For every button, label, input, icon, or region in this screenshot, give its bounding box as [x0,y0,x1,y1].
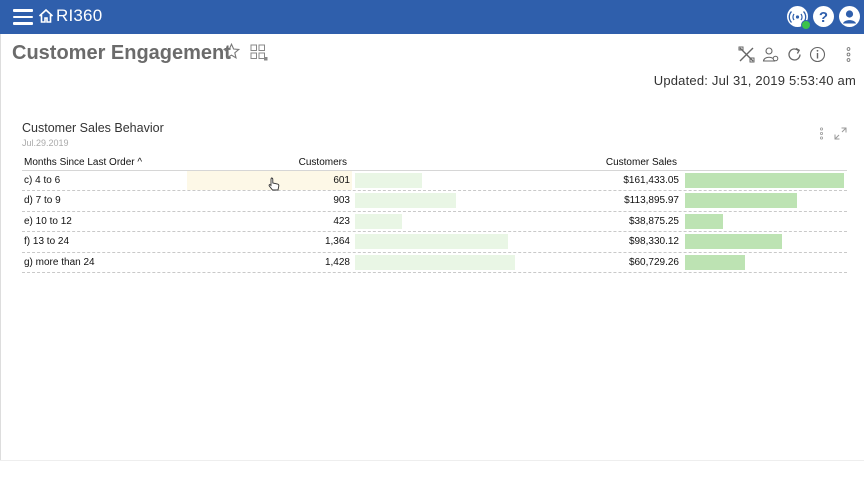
sales-cell: $113,895.97 [624,195,679,207]
connection-status-icon[interactable] [787,6,811,30]
dashboard-grid-icon[interactable] [250,44,268,61]
hovered-cell-highlight [187,171,352,190]
customer-sales-table: Months Since Last Order ^ Customers Cust… [22,155,847,273]
sales-bar [685,213,724,229]
info-icon[interactable] [809,46,826,63]
sales-cell: $60,729.26 [628,256,679,268]
months-cell: g) more than 24 [24,256,95,268]
customers-bar [355,234,508,250]
customers-cell: 903 [333,195,350,207]
customers-cell: 1,428 [324,256,350,268]
sales-cell: $38,875.25 [628,215,679,227]
months-cell: c) 4 to 6 [24,175,61,186]
help-icon[interactable]: ? [813,6,834,27]
star-icon[interactable] [223,43,240,60]
column-header-customers[interactable]: Customers [298,157,347,168]
more-vertical-icon[interactable] [840,46,857,63]
customers-bar [355,213,403,229]
table-row[interactable]: c) 4 to 6 601 $161,433.05 [22,171,847,192]
top-bar: RI360 ? [0,0,864,34]
customers-bar [355,173,423,188]
table-row[interactable]: f) 13 to 24 1,364 $98,330.12 [22,232,847,253]
home-icon[interactable] [38,8,54,24]
table-header: Months Since Last Order ^ Customers Cust… [22,155,847,171]
app-title[interactable]: RI360 [56,6,103,25]
pointer-cursor-icon [268,177,280,191]
customers-cell: 601 [333,175,350,186]
sales-bar [685,234,782,250]
table-row[interactable]: g) more than 24 1,428 $60,729.26 [22,253,847,273]
column-header-months[interactable]: Months Since Last Order ^ [24,157,143,168]
page-bottom-border [0,460,864,461]
refresh-icon[interactable] [786,46,803,63]
sales-bar [685,254,745,270]
widget-date: Jul.29.2019 [22,138,69,148]
customers-cell: 1,364 [324,236,350,248]
table-body: c) 4 to 6 601 $161,433.05 d) 7 to 9 903 $113,… [22,171,847,273]
sales-cell: $98,330.12 [628,236,679,248]
sales-bar [685,193,798,209]
widget-title: Customer Sales Behavior [22,121,164,135]
customers-bar [355,254,515,270]
svg-text:?: ? [819,9,828,26]
months-cell: d) 7 to 9 [24,195,61,207]
table-row[interactable]: e) 10 to 12 423 $38,875.25 [22,212,847,233]
share-user-icon[interactable] [762,46,779,63]
online-status-dot [801,20,811,30]
sales-cell: $161,433.05 [623,175,679,186]
page-left-border [0,34,1,460]
updated-timestamp: Updated: Jul 31, 2019 5:53:40 am [653,73,856,88]
hamburger-icon[interactable] [13,9,33,25]
column-header-sales[interactable]: Customer Sales [605,157,677,168]
user-icon[interactable] [839,6,860,27]
customers-bar [355,193,457,209]
tools-icon[interactable] [738,46,755,63]
months-cell: f) 13 to 24 [24,236,70,248]
table-row[interactable]: d) 7 to 9 903 $113,895.97 [22,191,847,212]
customers-cell: 423 [333,215,350,227]
expand-icon[interactable] [834,127,847,140]
sales-bar [685,173,844,188]
months-cell: e) 10 to 12 [24,215,72,227]
page-title: Customer Engagement [12,42,231,64]
more-vertical-icon[interactable] [815,127,828,140]
